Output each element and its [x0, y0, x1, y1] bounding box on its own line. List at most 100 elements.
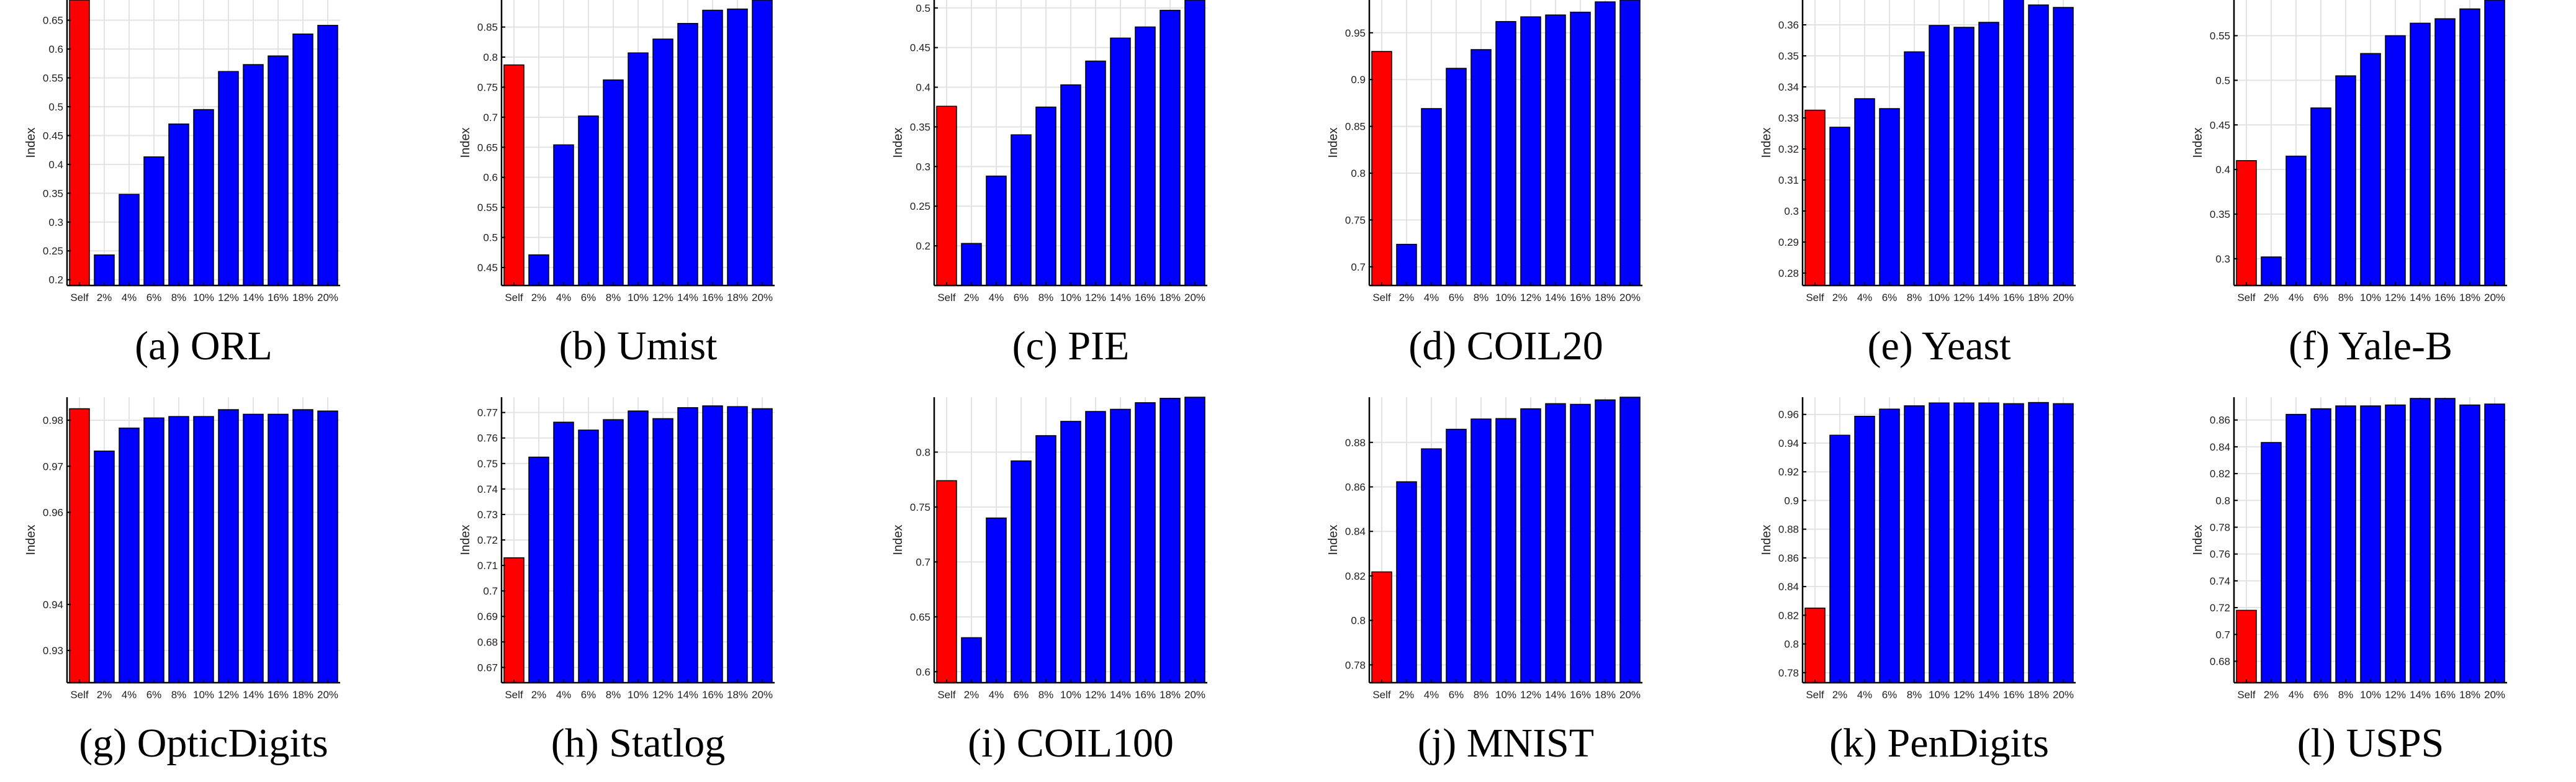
chart-panel: 0.78 0.8 0.82 0.84 0.86 0.88 Self 2% 4% 6% 8% 10% 12… [1326, 397, 1712, 782]
x-tick-label: 6% [2313, 292, 2329, 303]
bar-ratio [2434, 18, 2456, 286]
bar-ratio [94, 254, 115, 286]
x-tick-label: 14% [1110, 689, 1131, 701]
x-tick-label: Self [1806, 292, 1824, 303]
x-tick-label: 12% [1085, 292, 1106, 303]
bar-self [936, 480, 957, 683]
x-tick-label: 6% [581, 689, 597, 701]
bar-ratio [168, 416, 189, 683]
y-axis-label: Index [2191, 128, 2205, 158]
bar-ratio [1135, 402, 1156, 683]
x-tick-label: Self [505, 689, 523, 701]
x-tick-label: 20% [1184, 292, 1205, 303]
bar-ratio [1470, 418, 1492, 683]
bar-chart: 0.67 0.68 0.69 0.7 0.71 0.72 0.73 0.74 0.75 0.76 0… [459, 397, 775, 701]
x-tick-label: 20% [2053, 689, 2074, 701]
bar-ratio [961, 637, 982, 683]
x-tick-label: 14% [2410, 689, 2431, 701]
bar-ratio [986, 175, 1007, 286]
subfigure-caption: (h) Statlog [551, 721, 726, 766]
bar-ratio [1904, 405, 1925, 683]
bar-ratio [119, 427, 140, 683]
x-tick-label: 2% [964, 689, 980, 701]
x-tick-label: 10% [1929, 292, 1950, 303]
y-tick-label: 0.6 [483, 172, 498, 184]
bar-chart: 0.68 0.7 0.72 0.74 0.76 0.78 0.8 0.82 0.84 0.86 Se… [2191, 397, 2507, 701]
x-tick-label: 4% [2289, 689, 2304, 701]
y-tick-label: 0.84 [1778, 581, 1799, 593]
y-tick-label: 0.85 [477, 22, 498, 34]
x-tick-label: 18% [1160, 689, 1181, 701]
y-tick-label: 0.69 [477, 611, 498, 622]
y-tick-label: 0.94 [1778, 438, 1799, 449]
x-tick-label: 10% [1929, 689, 1950, 701]
x-tick-label: Self [1806, 689, 1824, 701]
bar-ratio [1060, 421, 1081, 683]
bar-ratio [2459, 404, 2480, 683]
bar-ratio [2385, 404, 2406, 683]
y-tick-label: 0.5 [48, 101, 63, 113]
x-tick-label: 20% [317, 292, 338, 303]
bar-ratio [1854, 415, 1875, 683]
y-tick-label: 0.3 [916, 161, 930, 173]
x-tick-label: 8% [171, 689, 187, 701]
y-tick-label: 0.35 [43, 187, 63, 199]
bar-ratio [1953, 402, 1975, 683]
x-tick-label: 10% [1495, 689, 1516, 701]
x-tick-label: 18% [1595, 689, 1616, 701]
subfigure-caption: (f) Yale-B [2289, 323, 2452, 369]
x-tick-label: 2% [97, 292, 112, 303]
x-tick-label: 4% [989, 292, 1004, 303]
x-tick-label: 20% [1619, 292, 1641, 303]
chart-panel: 0.7 0.75 0.8 0.85 0.9 0.95 Self 2% 4% 6% 8% 10% 12% 1… [1326, 0, 1712, 385]
y-tick-label: 0.9 [1351, 74, 1366, 86]
bar-ratio [1110, 37, 1131, 286]
y-tick-label: 0.7 [916, 556, 930, 568]
bar-ratio [1495, 20, 1516, 286]
x-tick-label: 18% [2459, 292, 2480, 303]
x-tick-label: 8% [2338, 292, 2354, 303]
bar-self [1371, 571, 1392, 683]
x-tick-label: 20% [1184, 689, 1205, 701]
y-tick-label: 0.5 [483, 232, 498, 244]
y-tick-label: 0.45 [43, 130, 63, 142]
x-tick-label: Self [1372, 292, 1391, 303]
y-tick-label: 0.5 [2215, 74, 2230, 86]
y-axis-label: Index [1326, 525, 1340, 555]
y-tick-label: 0.7 [1351, 261, 1366, 273]
y-tick-label: 0.8 [1351, 615, 1366, 627]
x-tick-label: 8% [606, 689, 621, 701]
bar-ratio [2410, 22, 2431, 286]
y-tick-label: 0.2 [916, 240, 930, 252]
subfigure-caption: (a) ORL [135, 323, 272, 369]
y-tick-label: 0.45 [477, 262, 498, 274]
bar-ratio [727, 406, 748, 683]
bar-ratio [94, 451, 115, 683]
x-tick-label: 8% [606, 292, 621, 303]
x-tick-label: 16% [1570, 292, 1591, 303]
x-tick-label: 10% [628, 689, 649, 701]
x-tick-label: 10% [1060, 689, 1081, 701]
bar-ratio [292, 34, 313, 286]
bar-ratio [1184, 397, 1205, 683]
y-tick-label: 0.74 [2210, 575, 2230, 587]
y-tick-label: 0.4 [916, 82, 930, 94]
bar-ratio [961, 243, 982, 286]
y-tick-label: 0.4 [2215, 164, 2230, 176]
bar-self [69, 0, 90, 286]
x-tick-label: 8% [1907, 292, 1922, 303]
y-tick-label: 0.76 [2210, 549, 2230, 560]
x-tick-label: 6% [581, 292, 597, 303]
bar-ratio [1160, 398, 1181, 683]
bar-self [503, 557, 525, 683]
y-tick-label: 0.75 [477, 458, 498, 470]
y-tick-label: 0.35 [910, 121, 930, 133]
x-tick-label: 18% [727, 292, 748, 303]
y-tick-label: 0.75 [910, 501, 930, 513]
x-tick-label: 14% [1978, 292, 1999, 303]
y-tick-label: 0.74 [477, 483, 498, 495]
x-tick-label: 14% [1545, 292, 1566, 303]
x-tick-label: 2% [1399, 689, 1415, 701]
y-tick-label: 0.65 [910, 611, 930, 623]
x-tick-label: 10% [1495, 292, 1516, 303]
